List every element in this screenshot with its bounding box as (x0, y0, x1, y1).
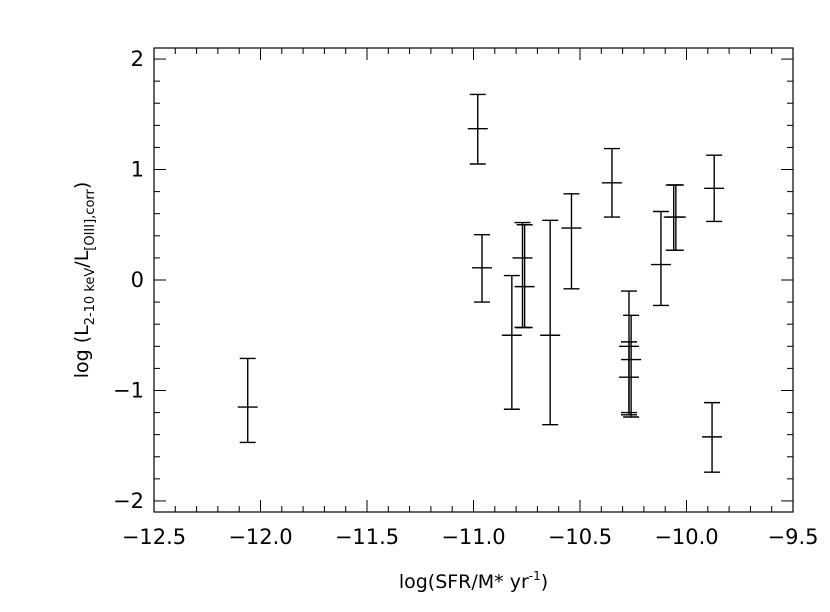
data-point (237, 357, 258, 444)
data-point (472, 234, 493, 303)
x-axis-label: log(SFR/M* yr-1) (399, 569, 548, 593)
y-axis-label-num-sub: 2-10 keV (83, 268, 98, 326)
data-point (561, 193, 582, 290)
x-axis-label-main: log(SFR/M* yr (399, 571, 529, 593)
tick-labels: −12.5 −12.0 −11.5 −11.0 −10.5 −10.0 −9.5 −2 −1 0 1… (113, 47, 818, 549)
y-tick-label: −1 (113, 378, 144, 402)
y-tick-label: −2 (113, 489, 144, 513)
x-tick-label: −12.5 (122, 525, 186, 549)
data-point (514, 224, 535, 329)
data-point (665, 184, 686, 251)
y-axis-label-close: ) (71, 182, 93, 189)
x-tick-label: −11.5 (335, 525, 399, 549)
data-point (618, 341, 639, 416)
y-axis-label-den-sub: [OIII],corr (83, 188, 98, 250)
data-point (621, 314, 642, 418)
data-point (702, 401, 723, 473)
data-point (467, 93, 488, 165)
y-tick-label: 2 (131, 47, 144, 71)
y-tick-label: 1 (131, 158, 144, 182)
y-tick-label: 0 (131, 268, 144, 292)
data-point (601, 147, 622, 218)
y-axis-label-slash: /L (71, 250, 93, 267)
x-axis-label-close: ) (541, 571, 548, 593)
y-axis-label-prefix: log (L (71, 325, 93, 378)
x-axis-label-sup: -1 (529, 569, 541, 583)
data-point (704, 154, 725, 223)
x-tick-label: −10.5 (548, 525, 612, 549)
x-tick-label: −11.0 (441, 525, 505, 549)
x-tick-label: −10.0 (654, 525, 718, 549)
axis-ticks (153, 48, 794, 512)
x-tick-label: −12.0 (228, 525, 292, 549)
data-point (650, 210, 671, 307)
x-tick-label: −9.5 (768, 525, 819, 549)
y-axis-label: log (L2-10 keV/L[OIII],corr) (71, 182, 98, 379)
data-points (237, 93, 725, 473)
data-point (540, 219, 561, 426)
data-point (501, 274, 522, 410)
